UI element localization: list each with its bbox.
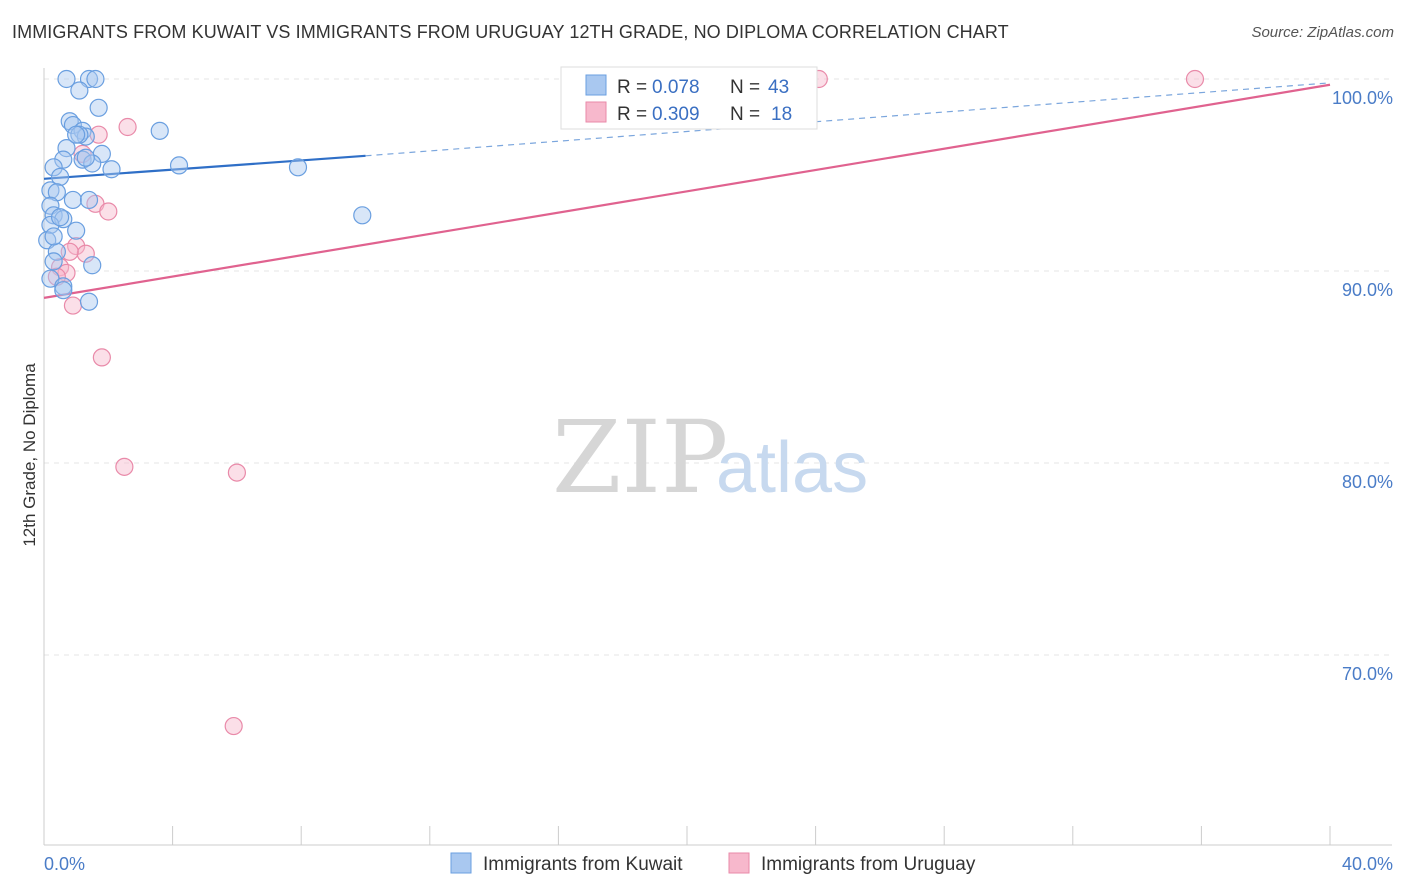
bottom-legend-swatch-uruguay	[728, 852, 750, 874]
point-uruguay	[60, 242, 79, 261]
watermark-atlas: atlas	[716, 428, 868, 508]
point-kuwait	[76, 148, 95, 167]
legend-r-label-kuwait: R =	[617, 77, 647, 98]
point-kuwait	[86, 69, 105, 89]
point-kuwait	[353, 206, 372, 225]
point-kuwait	[44, 206, 63, 225]
point-kuwait	[73, 150, 92, 169]
legend-r-value-uruguay: 0.309	[652, 104, 700, 125]
point-uruguay	[115, 457, 134, 476]
x-tick-label: 0.0%	[44, 854, 85, 874]
point-kuwait	[102, 160, 121, 179]
legend-n-value-uruguay: 18	[771, 104, 792, 125]
point-kuwait	[89, 98, 108, 117]
point-kuwait	[50, 208, 70, 227]
legend-n-label-uruguay: N =	[730, 104, 760, 125]
point-uruguay	[227, 463, 246, 482]
legend-n-label-kuwait: N =	[730, 77, 760, 98]
chart-title: IMMIGRANTS FROM KUWAIT VS IMMIGRANTS FRO…	[12, 22, 1009, 42]
source-credit: Source: ZipAtlas.com	[1251, 24, 1394, 41]
watermark-zip: ZIP	[552, 399, 728, 516]
point-kuwait	[41, 181, 60, 200]
point-kuwait	[63, 115, 83, 135]
trend-line-uruguay	[43, 83, 1331, 299]
point-kuwait	[44, 252, 63, 271]
point-kuwait	[50, 167, 70, 187]
point-kuwait	[47, 242, 66, 261]
y-tick-label: 70.0%	[1342, 664, 1393, 684]
point-kuwait	[41, 215, 60, 235]
point-kuwait	[83, 256, 102, 275]
y-tick-label: 80.0%	[1342, 472, 1393, 492]
point-uruguay	[63, 296, 83, 315]
point-kuwait	[44, 227, 63, 246]
tick-labels: 100.0% 90.0% 80.0% 70.0% 0.0% 40.0%	[44, 88, 1393, 874]
legend-r-label-uruguay: R =	[617, 104, 647, 125]
point-kuwait	[169, 156, 189, 175]
point-kuwait	[54, 281, 73, 300]
point-kuwait	[63, 190, 83, 210]
legend-swatch-kuwait	[585, 74, 607, 96]
point-uruguay	[224, 716, 243, 736]
axes	[43, 68, 1392, 846]
point-kuwait	[288, 158, 308, 177]
y-axis-label: 12th Grade, No Diploma	[20, 363, 39, 547]
point-kuwait	[54, 150, 73, 169]
point-kuwait	[79, 292, 99, 311]
point-uruguay	[57, 263, 76, 283]
point-kuwait	[79, 190, 99, 210]
point-kuwait	[70, 81, 89, 100]
point-kuwait	[54, 277, 73, 296]
point-kuwait	[44, 158, 63, 177]
legend-box: R = 0.078 N = 43 R = 0.309 N = 18	[560, 66, 818, 130]
point-uruguay	[76, 244, 95, 263]
point-kuwait	[57, 69, 76, 89]
legend-n-value-kuwait: 43	[768, 77, 789, 98]
legend-swatch-uruguay	[585, 101, 607, 123]
y-tick-label: 100.0%	[1332, 88, 1393, 108]
bottom-legend-swatch-kuwait	[450, 852, 472, 874]
legend-r-value-kuwait: 0.078	[652, 77, 700, 98]
x-tick-label: 40.0%	[1342, 854, 1393, 874]
bottom-legend-label-kuwait: Immigrants from Kuwait	[483, 854, 683, 875]
point-kuwait	[67, 221, 86, 240]
point-uruguay	[92, 348, 111, 367]
point-uruguay	[118, 117, 137, 137]
bottom-legend-label-uruguay: Immigrants from Uruguay	[761, 854, 976, 875]
point-kuwait	[67, 125, 86, 144]
point-uruguay	[99, 202, 118, 221]
point-kuwait	[57, 139, 76, 158]
point-kuwait	[150, 121, 169, 140]
trend-lines	[43, 82, 1331, 299]
trend-line-kuwait-extension	[365, 82, 1331, 157]
y-tick-label: 90.0%	[1342, 280, 1393, 300]
trend-line-kuwait	[43, 154, 366, 180]
point-uruguay	[1185, 69, 1205, 89]
bottom-legend: Immigrants from Kuwait Immigrants from U…	[450, 852, 976, 875]
